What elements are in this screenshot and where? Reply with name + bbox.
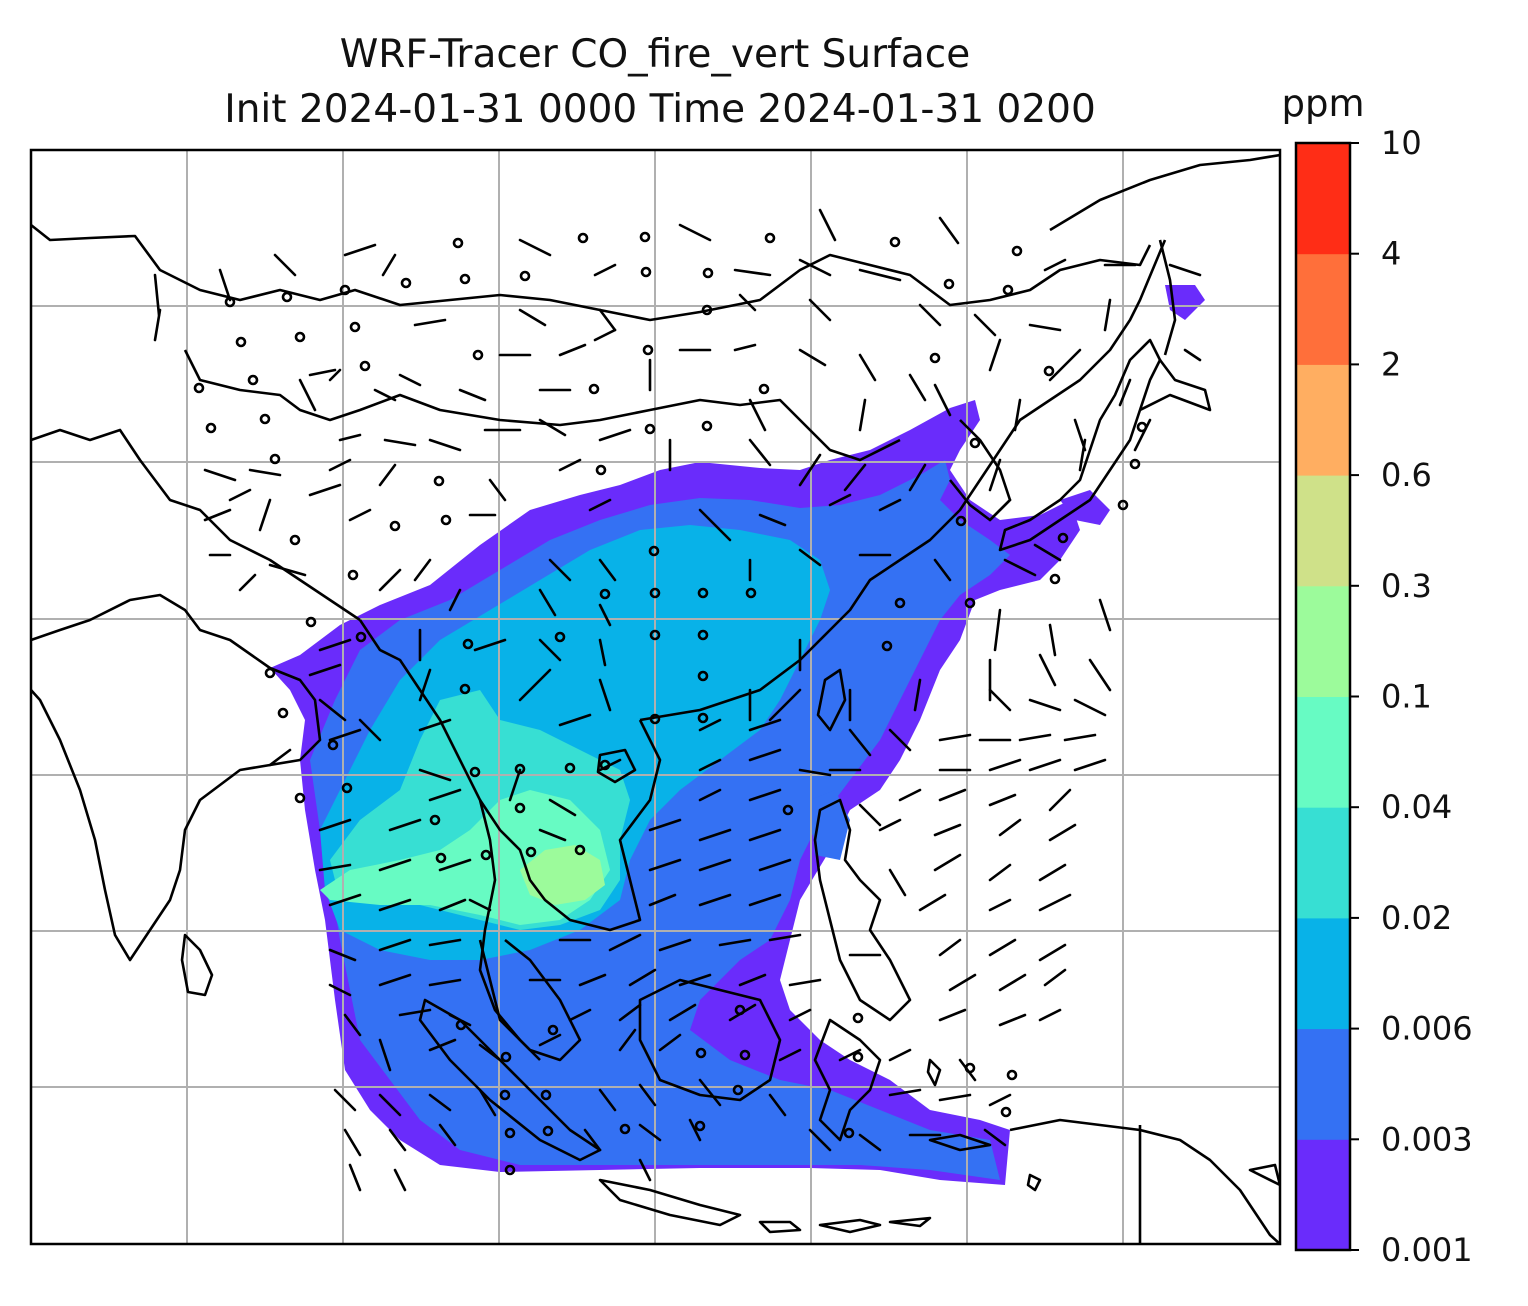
coastline-hainan xyxy=(596,748,637,784)
colorbar-unit: ppm xyxy=(1281,82,1364,125)
coastline-java xyxy=(598,1178,742,1227)
colorbar-band xyxy=(1296,364,1350,476)
coastline-small-islands xyxy=(926,1058,1280,1192)
coastline-timor xyxy=(928,1133,992,1152)
field-japan xyxy=(1060,490,1110,525)
colorbar-tick-label: 0.3 xyxy=(1381,567,1432,605)
colorbar-band xyxy=(1296,585,1350,697)
coastlines xyxy=(31,153,1280,1244)
coastline-lesser-sunda xyxy=(758,1216,932,1234)
coastline-srilanka xyxy=(180,933,214,997)
coastline-new-guinea xyxy=(1009,1118,1280,1244)
coastline-indochina xyxy=(478,719,662,932)
colorbar-band xyxy=(1296,1139,1350,1251)
border-china-south xyxy=(183,349,901,462)
coastline-japan xyxy=(998,338,1162,552)
colorbar-tick-label: 4 xyxy=(1381,235,1401,273)
colorbar-band xyxy=(1296,253,1350,365)
coastline-philippines xyxy=(813,798,912,1022)
colorbar-tick-label: 0.006 xyxy=(1381,1010,1473,1048)
coastline-russia-ne xyxy=(1049,153,1280,232)
colorbar-band xyxy=(1296,475,1350,587)
colorbar-tick-label: 2 xyxy=(1381,345,1401,383)
coastline-india xyxy=(31,593,322,962)
coastline-taiwan xyxy=(816,668,847,732)
coastline-malay-peninsula xyxy=(478,938,582,1062)
coastline-sakhalin xyxy=(1158,239,1177,356)
map-frame xyxy=(29,148,1282,1246)
colorbar-band xyxy=(1296,143,1350,255)
colorbar-band xyxy=(1296,696,1350,808)
map-panel xyxy=(29,148,1282,1246)
border-myanmar xyxy=(358,619,541,1061)
colorbar-tick-label: 0.6 xyxy=(1381,456,1432,494)
colorbar-band xyxy=(1296,917,1350,1030)
colorbar-frame xyxy=(1294,141,1352,1252)
colorbar-tick-label: 0.001 xyxy=(1381,1231,1473,1269)
calm-circles xyxy=(193,231,1148,1176)
concentration-field xyxy=(270,285,1205,1185)
colorbar-band xyxy=(1296,807,1350,919)
colorbar: ppm 0.001 0.003 0.006 0.02 0.04 0.1 0.3 0.6 2 4 10 xyxy=(1281,82,1472,1269)
field-level-0-1 xyxy=(520,845,605,905)
map-title-line1: WRF-Tracer CO_fire_vert Surface xyxy=(340,32,971,77)
colorbar-bands xyxy=(1296,143,1350,1251)
border-tibet xyxy=(31,428,361,622)
coastline-sumatra xyxy=(418,998,602,1162)
field-philippines xyxy=(810,790,850,860)
colorbar-tick-label: 0.02 xyxy=(1381,899,1452,937)
colorbar-tick-label: 0.04 xyxy=(1381,788,1452,826)
coastline-hokkaido xyxy=(1139,359,1212,412)
coastline-borneo xyxy=(638,978,782,1102)
colorbar-band xyxy=(1296,1028,1350,1140)
colorbar-tick-label: 0.1 xyxy=(1381,678,1432,716)
map-title-line2: Init 2024-01-31 0000 Time 2024-01-31 020… xyxy=(224,87,1096,132)
wind-barbs xyxy=(153,208,1202,1192)
colorbar-tick-label: 0.003 xyxy=(1381,1120,1473,1158)
colorbar-tick-label: 10 xyxy=(1381,124,1422,162)
coastline-sulawesi xyxy=(813,1018,882,1142)
colorbar-ticks: 0.001 0.003 0.006 0.02 0.04 0.1 0.3 0.6 2 4 10 xyxy=(1350,124,1473,1269)
